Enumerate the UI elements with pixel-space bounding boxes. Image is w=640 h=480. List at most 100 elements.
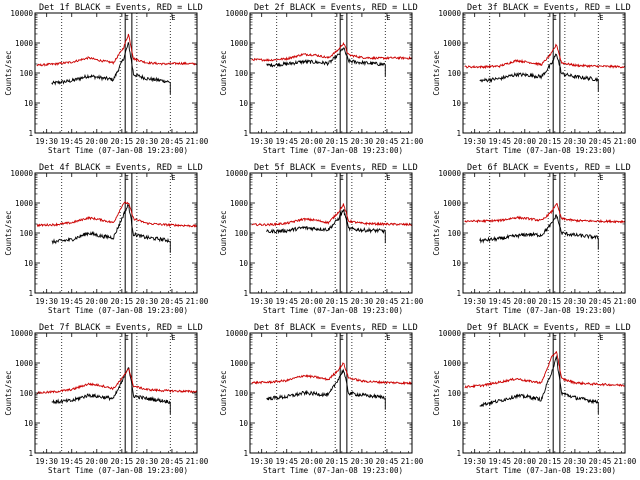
- x-tick-label: 20:45: [376, 137, 399, 146]
- x-tick-label: 19:30: [463, 137, 486, 146]
- marker-i: I: [125, 14, 129, 22]
- x-tick-label: 19:45: [488, 457, 511, 466]
- x-tick-label: 20:30: [136, 137, 159, 146]
- x-tick-label: 20:45: [161, 457, 184, 466]
- series-line-lld: [251, 362, 412, 386]
- marker-e: E: [386, 334, 390, 342]
- x-tick-label: 19:30: [250, 137, 273, 146]
- y-axis-label: Counts/sec: [4, 50, 13, 95]
- x-tick-label: 20:15: [111, 457, 134, 466]
- y-tick-label: 100: [447, 389, 461, 398]
- series-line-lld: [36, 33, 198, 67]
- y-tick-label: 1000: [15, 39, 34, 48]
- marker-e: E: [386, 174, 390, 182]
- x-tick-label: 20:00: [86, 457, 109, 466]
- x-tick-label: 21:00: [614, 297, 637, 306]
- y-tick-label: 10000: [225, 169, 248, 178]
- y-tick-label: 1: [243, 129, 248, 138]
- y-tick-label: 10000: [225, 9, 248, 18]
- series-line-lld: [36, 201, 198, 228]
- x-tick-label: 20:30: [136, 457, 159, 466]
- x-tick-label: 21:00: [401, 297, 424, 306]
- marker-e: E: [599, 334, 603, 342]
- y-tick-label: 1: [243, 449, 248, 458]
- marker-e: E: [386, 14, 390, 22]
- y-tick-label: 10: [24, 259, 34, 268]
- y-tick-label: 1: [28, 289, 33, 298]
- plot-frame: [249, 12, 413, 134]
- x-tick-label: 20:45: [161, 297, 184, 306]
- y-tick-label: 10: [239, 419, 249, 428]
- x-tick-label: 19:30: [250, 297, 273, 306]
- y-tick-label: 1: [28, 449, 33, 458]
- x-tick-label: 19:30: [463, 457, 486, 466]
- x-tick-label: 21:00: [614, 457, 637, 466]
- series-line-events: [479, 355, 599, 408]
- y-tick-label: 100: [19, 229, 33, 238]
- y-tick-label: 10: [452, 419, 462, 428]
- y-tick-label: 1000: [15, 359, 34, 368]
- y-tick-label: 10: [239, 259, 249, 268]
- x-tick-label: 20:15: [111, 297, 134, 306]
- series-line-lld: [36, 368, 198, 395]
- x-tick-label: 21:00: [401, 137, 424, 146]
- x-tick-label: 20:30: [351, 457, 374, 466]
- y-tick-label: 100: [19, 389, 33, 398]
- chart-title: Det 3f BLACK = Events, RED = LLD: [467, 3, 631, 13]
- x-tick-label: 20:15: [539, 297, 562, 306]
- x-tick-label: 20:00: [301, 137, 324, 146]
- x-tick-label: 21:00: [614, 137, 637, 146]
- series-line-events: [266, 47, 386, 68]
- y-tick-label: 100: [234, 69, 248, 78]
- chart-title: Det 4f BLACK = Events, RED = LLD: [39, 163, 203, 173]
- y-axis-label: Counts/sec: [4, 370, 13, 415]
- x-axis-label: Start Time (07-Jan-08 19:23:00): [263, 146, 403, 155]
- y-tick-label: 1000: [230, 39, 249, 48]
- marker-i: I: [125, 174, 129, 182]
- y-tick-label: 10: [24, 419, 34, 428]
- y-tick-label: 10000: [10, 329, 33, 338]
- x-tick-label: 20:45: [589, 297, 612, 306]
- x-tick-label: 20:00: [86, 137, 109, 146]
- x-tick-label: 20:30: [564, 137, 587, 146]
- y-tick-label: 10: [24, 99, 34, 108]
- x-tick-label: 21:00: [186, 137, 209, 146]
- x-tick-label: 19:30: [35, 457, 58, 466]
- series-line-lld: [464, 350, 625, 389]
- x-tick-label: 19:45: [275, 297, 298, 306]
- x-axis-label: Start Time (07-Jan-08 19:23:00): [263, 466, 403, 475]
- series-line-events: [266, 209, 386, 235]
- series-line-events: [479, 214, 599, 244]
- x-tick-label: 20:15: [326, 457, 349, 466]
- x-tick-label: 19:45: [488, 297, 511, 306]
- y-tick-label: 1000: [15, 199, 34, 208]
- y-tick-label: 100: [234, 389, 248, 398]
- y-tick-label: 1000: [230, 199, 249, 208]
- x-tick-label: 21:00: [401, 457, 424, 466]
- x-axis-label: Start Time (07-Jan-08 19:23:00): [48, 146, 188, 155]
- x-tick-label: 20:00: [301, 297, 324, 306]
- marker-i: I: [553, 14, 557, 22]
- y-axis-label: Counts/sec: [219, 370, 228, 415]
- x-tick-label: 20:15: [539, 457, 562, 466]
- y-tick-label: 10000: [438, 329, 461, 338]
- series-line-events: [51, 367, 171, 405]
- marker-e: E: [171, 174, 175, 182]
- y-tick-label: 1000: [230, 359, 249, 368]
- x-tick-label: 19:45: [275, 137, 298, 146]
- plot-frame: [249, 172, 413, 294]
- marker-i: I: [340, 14, 344, 22]
- x-tick-label: 20:15: [326, 297, 349, 306]
- x-tick-label: 21:00: [186, 297, 209, 306]
- y-tick-label: 10: [452, 99, 462, 108]
- series-line-lld: [251, 203, 413, 227]
- x-axis-label: Start Time (07-Jan-08 19:23:00): [48, 306, 188, 315]
- plot-frame: [249, 332, 413, 454]
- x-tick-label: 20:45: [376, 297, 399, 306]
- x-tick-label: 20:45: [589, 457, 612, 466]
